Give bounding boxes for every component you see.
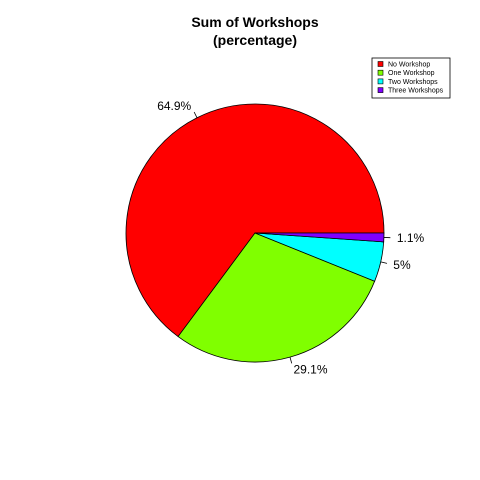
pie-slices [126, 104, 384, 362]
legend-swatch-two-workshops [378, 79, 383, 84]
slice-label-no-workshop: 64.9% [157, 99, 191, 113]
legend-swatch-one-workshop [378, 70, 383, 75]
chart-title-line-1: Sum of Workshops [191, 14, 319, 30]
legend-swatch-no-workshop [378, 62, 383, 67]
legend-label-no-workshop: No Workshop [388, 62, 430, 69]
slice-label-one-workshop: 29.1% [293, 363, 327, 377]
legend-label-one-workshop: One Workshop [388, 70, 435, 77]
chart-title-line-2: (percentage) [213, 32, 297, 48]
legend-label-three-workshops: Three Workshops [388, 88, 444, 95]
legend-swatch-three-workshops [378, 88, 383, 93]
legend-label-two-workshops: Two Workshops [388, 79, 438, 86]
slice-label-two-workshops: 5% [393, 258, 411, 272]
slice-label-three-workshops: 1.1% [397, 231, 425, 245]
